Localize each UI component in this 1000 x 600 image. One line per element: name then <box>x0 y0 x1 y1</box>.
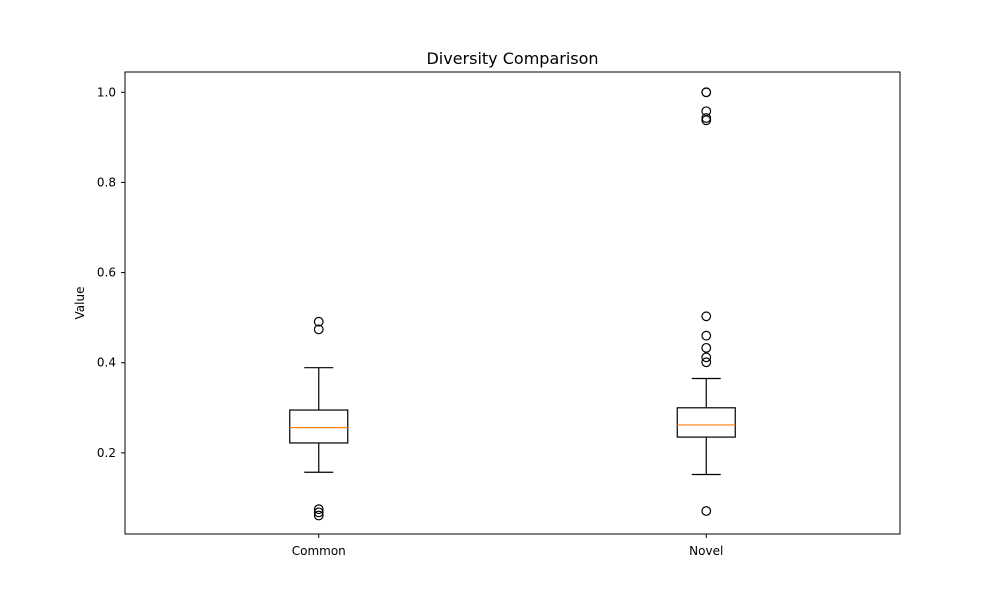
outlier-point <box>701 113 712 123</box>
y-tick-label: 0.2 <box>97 446 116 460</box>
y-tick-label: 0.6 <box>97 266 116 280</box>
outlier-point <box>313 316 324 327</box>
outlier-point <box>313 507 324 518</box>
outlier-point <box>313 324 324 335</box>
y-axis-label: Value <box>73 287 87 320</box>
outlier-point <box>701 330 712 341</box>
y-tick-label: 1.0 <box>97 85 116 99</box>
outlier-point <box>701 106 712 117</box>
outlier-point <box>701 506 712 516</box>
outlier-point <box>701 342 712 353</box>
box-novel <box>676 407 736 438</box>
outlier-point <box>701 311 712 322</box>
outlier-point <box>701 352 712 363</box>
outlier-point <box>701 87 712 98</box>
outlier-point <box>313 504 324 515</box>
axes-frame <box>124 71 901 535</box>
box-common <box>289 409 349 444</box>
chart-title: Diversity Comparison <box>426 49 598 68</box>
plot-area: 0.2 0.4 0.6 0.8 1.0 Common Novel <box>97 71 901 558</box>
outlier-point <box>701 357 712 368</box>
outlier-point <box>313 510 324 521</box>
y-tick-label: 0.4 <box>97 356 116 370</box>
x-tick-label: Common <box>292 544 346 558</box>
y-tick-label: 0.8 <box>97 175 116 189</box>
x-tick-label: Novel <box>689 544 723 558</box>
